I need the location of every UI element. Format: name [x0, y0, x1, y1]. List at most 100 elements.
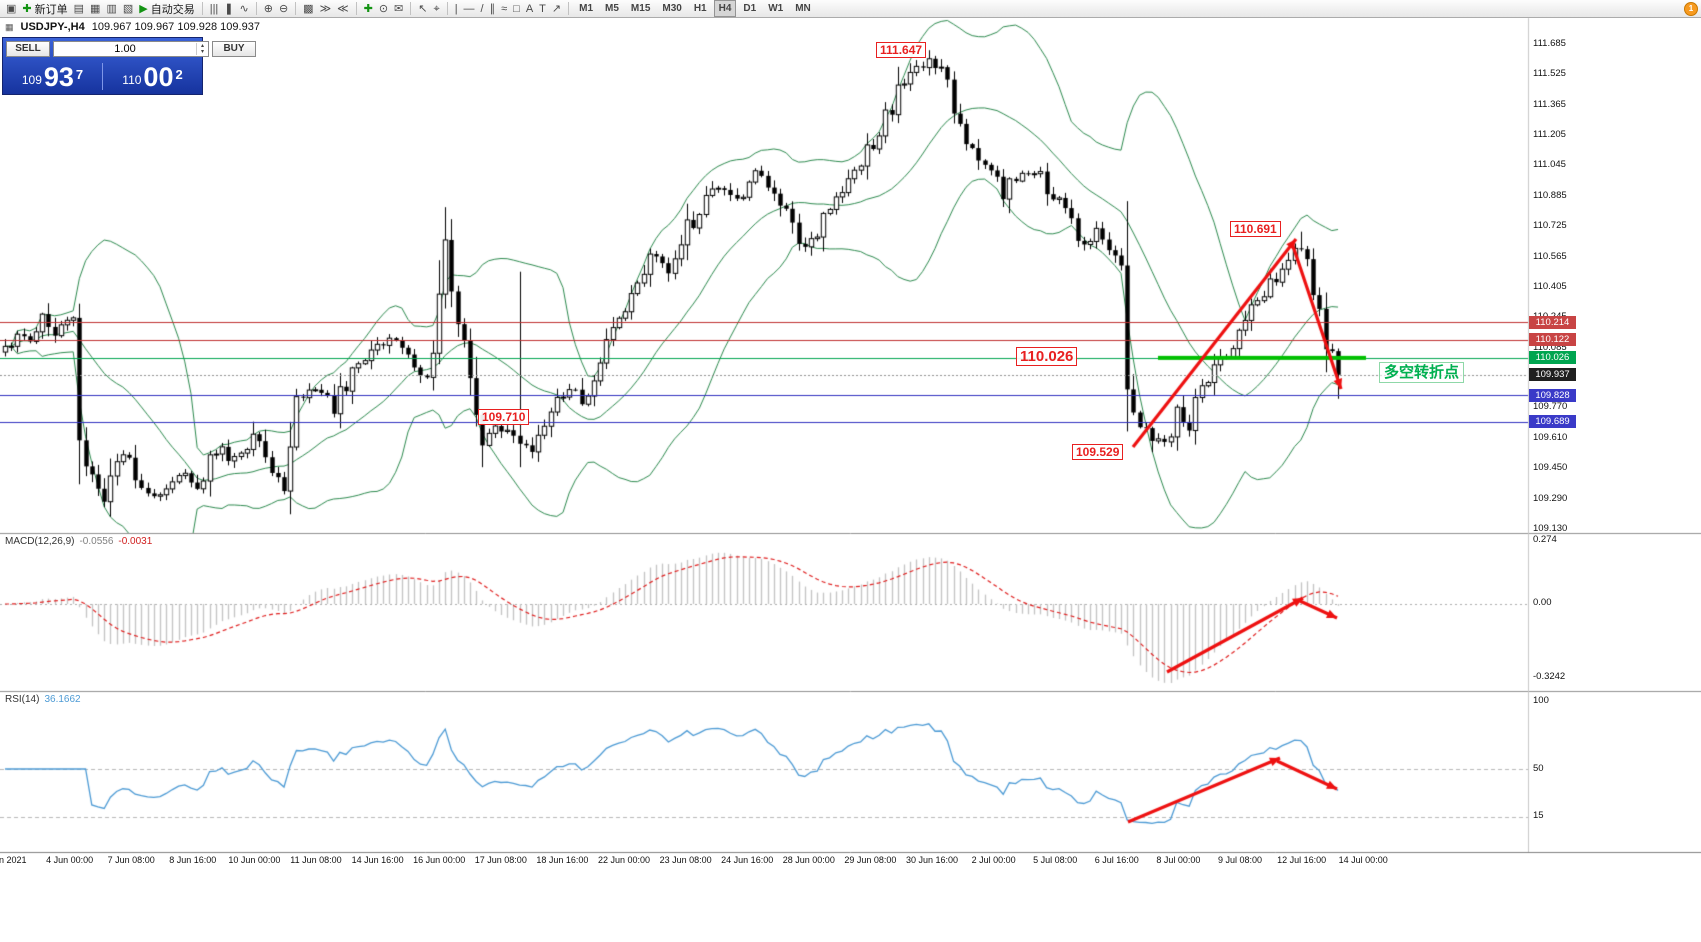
- arrows-button[interactable]: ↗: [549, 1, 564, 17]
- trendline-button[interactable]: /: [478, 1, 487, 17]
- timeframe-m30-button[interactable]: M30: [662, 3, 682, 14]
- crosshair-icon: ⌖: [433, 2, 440, 15]
- auto-scroll-button[interactable]: ≫: [317, 1, 335, 17]
- price-annotation-box[interactable]: 110.026: [1016, 347, 1078, 366]
- timeframe-w1-button[interactable]: W1: [768, 3, 784, 14]
- price-tick: 109.130: [1533, 522, 1568, 534]
- price-annotation-box[interactable]: 109.710: [478, 409, 530, 425]
- volume-input[interactable]: [54, 42, 196, 56]
- price-tick: 111.525: [1533, 68, 1566, 80]
- timeframe-m5-button[interactable]: M5: [605, 3, 619, 14]
- time-label: 2 Jul 00:00: [971, 855, 1016, 865]
- time-label: 22 Jun 00:00: [597, 855, 651, 865]
- fibonacci-button[interactable]: ≈: [498, 1, 510, 17]
- market-watch-button[interactable]: ▦: [87, 1, 103, 17]
- toolbar-separator: [295, 2, 297, 15]
- toolbar: ▣ ✚ 新订单 ▤ ▦ ▥ ▧ ▶ 自动交易 ||| ❚ ∿ ⊕ ⊖ ▩ ≫ ≪ ✚ ⊙ ✉ ↖ ⌖ | — / ∥ ≈ □ A T ↗ M1…: [0, 0, 1701, 18]
- alerts-button[interactable]: ✉: [391, 1, 406, 17]
- price-tick: 110.885: [1533, 189, 1567, 201]
- bar-chart-button[interactable]: |||: [207, 1, 222, 17]
- text-button[interactable]: A: [523, 1, 536, 17]
- time-label: 23 Jun 08:00: [659, 855, 712, 865]
- navigator-button[interactable]: ▧: [120, 1, 136, 17]
- periods-button[interactable]: ⊙: [376, 1, 391, 17]
- new-order-icon: ✚: [22, 2, 32, 15]
- line-chart-icon: ∿: [239, 2, 249, 15]
- price-tick: 110.565: [1533, 250, 1567, 262]
- rsi-scale-label: 100: [1533, 695, 1549, 706]
- chart-shift-button[interactable]: ≪: [334, 1, 352, 17]
- vertical-line-button[interactable]: |: [452, 1, 461, 17]
- new-chart-icon: ▣: [6, 2, 17, 15]
- new-chart-button[interactable]: ▣: [3, 1, 19, 17]
- crosshair-button[interactable]: ⌖: [430, 1, 442, 17]
- time-label: 14 Jul 00:00: [1338, 855, 1388, 865]
- time-label: 12 Jul 16:00: [1277, 855, 1327, 865]
- price-annotation-box[interactable]: 110.691: [1230, 221, 1281, 237]
- zoom-out-button[interactable]: ⊖: [276, 1, 291, 17]
- horizontal-line-button[interactable]: —: [461, 1, 478, 17]
- timeframe-m1-button[interactable]: M1: [579, 3, 594, 14]
- time-label: 14 Jun 16:00: [351, 855, 404, 865]
- notifications-icon[interactable]: 1: [1684, 1, 1698, 16]
- text-label-button[interactable]: T: [536, 1, 549, 17]
- price-tick: 111.365: [1533, 98, 1566, 110]
- autotrading-button[interactable]: ▶ 自动交易: [136, 1, 197, 17]
- turning-point-label[interactable]: 多空转折点: [1379, 362, 1465, 383]
- shapes-button[interactable]: □: [510, 1, 523, 17]
- candlestick-chart-button[interactable]: ❚: [221, 1, 236, 17]
- time-label: 9 Jul 08:00: [1217, 855, 1263, 865]
- price-tick: 109.290: [1533, 492, 1568, 504]
- time-label: 8 Jul 00:00: [1156, 855, 1201, 865]
- time-label: 5 Jul 08:00: [1033, 855, 1078, 865]
- rsi-panel[interactable]: [0, 692, 1528, 852]
- oct-prices-row: 109 93 7 110 00 2: [3, 59, 202, 94]
- macd-scale-label: 0.274: [1533, 534, 1557, 545]
- profiles-button[interactable]: ▤: [71, 1, 87, 17]
- toolbar-separator: [568, 2, 570, 15]
- sell-price-button[interactable]: 109 93 7: [3, 59, 102, 94]
- tile-windows-icon: ▩: [303, 2, 314, 15]
- rsi-value: 36.1662: [44, 694, 81, 705]
- volume-up-icon[interactable]: ▴: [200, 43, 204, 49]
- buy-price-button[interactable]: 110 00 2: [103, 59, 202, 94]
- data-window-icon: ▥: [106, 2, 117, 15]
- timeframe-m15-button[interactable]: M15: [630, 3, 651, 14]
- zoom-in-button[interactable]: ⊕: [261, 1, 276, 17]
- chart-shift-icon: ≪: [337, 2, 349, 15]
- timeframe-h4-button[interactable]: H4: [713, 0, 737, 17]
- indicators-button[interactable]: ✚: [361, 1, 376, 17]
- cursor-button[interactable]: ↖: [415, 1, 430, 17]
- sell-price-big: 93: [43, 62, 74, 92]
- timeframe-h1-button[interactable]: H1: [693, 3, 707, 14]
- tile-windows-button[interactable]: ▩: [300, 1, 316, 17]
- timeframe-mn-button[interactable]: MN: [795, 3, 811, 14]
- equidistant-channel-button[interactable]: ∥: [487, 1, 499, 17]
- navigator-icon: ▧: [122, 2, 134, 15]
- line-chart-button[interactable]: ∿: [237, 1, 252, 17]
- oct-controls-row: SELL ▴▾ BUY: [3, 38, 256, 58]
- macd-panel[interactable]: [0, 534, 1528, 691]
- buy-price-big: 00: [143, 62, 174, 92]
- buy-mode-button[interactable]: BUY: [212, 41, 256, 57]
- periods-icon: ⊙: [378, 2, 389, 15]
- sell-mode-button[interactable]: SELL: [6, 41, 50, 57]
- sell-price-prefix: 109: [21, 73, 42, 87]
- rsi-scale-label: 15: [1533, 810, 1544, 821]
- volume-down-icon[interactable]: ▾: [200, 49, 204, 55]
- price-annotation-box[interactable]: 109.529: [1072, 444, 1124, 460]
- new-order-button[interactable]: ✚ 新订单: [19, 1, 70, 17]
- symbol-ohlc: 109.967 109.967 109.928 109.937: [91, 21, 260, 33]
- buy-price-sup: 2: [175, 67, 183, 82]
- price-tick: 111.685: [1533, 38, 1566, 49]
- timeframe-d1-button[interactable]: D1: [743, 3, 757, 14]
- price-tick: 111.205: [1533, 129, 1566, 141]
- main-chart-panel[interactable]: [0, 18, 1528, 533]
- macd-scale-label: -0.3242: [1533, 671, 1566, 682]
- macd-label: MACD(12,26,9) -0.0556 -0.0031: [5, 536, 152, 547]
- price-tick: 109.450: [1533, 462, 1568, 474]
- price-tag: 109.828: [1529, 388, 1576, 402]
- price-annotation-box[interactable]: 111.647: [876, 42, 927, 58]
- data-window-button[interactable]: ▥: [103, 1, 119, 17]
